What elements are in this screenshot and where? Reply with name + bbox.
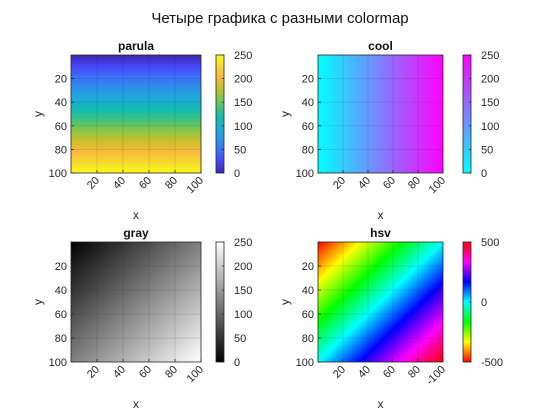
heatmap-image: [318, 242, 443, 362]
colorbar-box: [215, 54, 225, 174]
axes-title: gray: [123, 226, 149, 240]
y-tick-label: 60: [55, 309, 67, 321]
x-tick-label: 80: [406, 175, 423, 192]
x-tick-label: 40: [356, 175, 373, 192]
y-tick-label: 100: [296, 168, 314, 180]
colorbar: [216, 242, 224, 362]
colorbar-tick-label: 50: [234, 333, 246, 345]
x-tick-label: 40: [111, 364, 128, 381]
colorbar-tick-label: 200: [481, 74, 499, 86]
subplot-gray: gray 20 40 60 80 100 20 40 60 80 100 x y 0 50 100 150 200…: [31, 226, 252, 411]
x-tick-label: 100: [427, 175, 448, 196]
y-axis-label: y: [31, 111, 45, 117]
colorbar: [216, 55, 224, 173]
x-axis-label: x: [133, 397, 139, 411]
x-tick-label: 60: [137, 175, 154, 192]
axes-title: parula: [118, 39, 154, 53]
y-tick-label: 40: [55, 97, 67, 109]
axes-title: hsv: [370, 226, 391, 240]
colorbar-tick-label: 500: [481, 237, 499, 249]
colorbar-tick-label: 0: [234, 168, 240, 180]
y-tick-label: 100: [49, 357, 67, 369]
y-tick-label: 80: [302, 333, 314, 345]
y-tick-label: 100: [49, 168, 67, 180]
heatmap-image: [71, 242, 201, 362]
y-tick-label: 20: [55, 261, 67, 273]
heatmap-image: [318, 55, 443, 173]
colorbar-tick-label: 150: [234, 97, 252, 109]
figure-suptitle: Четыре графика с разными colormap: [151, 10, 409, 27]
y-axis-label: y: [278, 111, 292, 117]
y-tick-label: 40: [302, 285, 314, 297]
colorbar-tick-label: 0: [481, 297, 487, 309]
y-tick-label: 40: [302, 97, 314, 109]
y-tick-label: 100: [296, 357, 314, 369]
colorbar-tick-label: 50: [234, 144, 246, 156]
y-tick-label: 20: [302, 261, 314, 273]
colorbar-box: [215, 241, 225, 363]
x-tick-label: 80: [406, 364, 423, 381]
colorbar-tick-label: 250: [234, 237, 252, 249]
axes-box: [70, 241, 202, 363]
x-tick-label: 80: [163, 364, 180, 381]
x-tick-label: 20: [331, 175, 348, 192]
y-tick-label: 80: [55, 144, 67, 156]
y-tick-label: 60: [302, 121, 314, 133]
axes-box: [317, 241, 444, 363]
colorbar-tick-label: 100: [234, 309, 252, 321]
y-tick-label: 40: [55, 285, 67, 297]
colorbar-tick-label: 200: [234, 261, 252, 273]
axes-box: [317, 54, 444, 174]
y-axis-label: y: [31, 299, 45, 305]
colorbar-tick-label: 150: [481, 97, 499, 109]
y-tick-label: 80: [302, 144, 314, 156]
y-tick-label: 20: [55, 74, 67, 86]
axes-title: cool: [368, 39, 393, 53]
colorbar-tick-label: 150: [234, 285, 252, 297]
y-tick-label: 60: [302, 309, 314, 321]
y-axis-label: y: [278, 299, 292, 305]
x-tick-label: 60: [137, 364, 154, 381]
heatmap-image: [71, 55, 201, 173]
colorbar: [463, 55, 471, 173]
x-tick-label: -100: [424, 364, 448, 388]
x-tick-label: 60: [381, 175, 398, 192]
x-tick-label: 40: [356, 364, 373, 381]
colorbar-tick-label: 0: [234, 357, 240, 369]
colorbar-tick-label: 100: [234, 121, 252, 133]
x-tick-label: 20: [331, 364, 348, 381]
x-tick-label: 20: [85, 175, 102, 192]
subplot-parula: parula 20 40 60 80 100 20 40 60 80 100 x y 0 50 100 150 2…: [31, 39, 252, 222]
colorbar-tick-label: 50: [481, 144, 493, 156]
colorbar: [463, 242, 471, 362]
colorbar-tick-label: 100: [481, 121, 499, 133]
x-axis-label: x: [378, 208, 384, 222]
colorbar-tick-label: 250: [481, 50, 499, 62]
x-axis-label: x: [133, 208, 139, 222]
colorbar-tick-label: 0: [481, 168, 487, 180]
x-tick-label: 20: [85, 364, 102, 381]
colorbar-tick-label: -500: [481, 357, 503, 369]
colorbar-box: [462, 54, 472, 174]
colorbar-tick-label: 200: [234, 74, 252, 86]
x-tick-label: 60: [381, 364, 398, 381]
axes-box: [70, 54, 202, 174]
x-tick-label: 80: [163, 175, 180, 192]
y-tick-label: 60: [55, 121, 67, 133]
y-tick-label: 20: [302, 74, 314, 86]
colorbar-tick-label: 250: [234, 50, 252, 62]
x-tick-label: 100: [185, 364, 206, 385]
x-tick-label: 100: [185, 175, 206, 196]
x-tick-label: 40: [111, 175, 128, 192]
y-tick-label: 80: [55, 333, 67, 345]
x-axis-label: x: [378, 397, 384, 411]
